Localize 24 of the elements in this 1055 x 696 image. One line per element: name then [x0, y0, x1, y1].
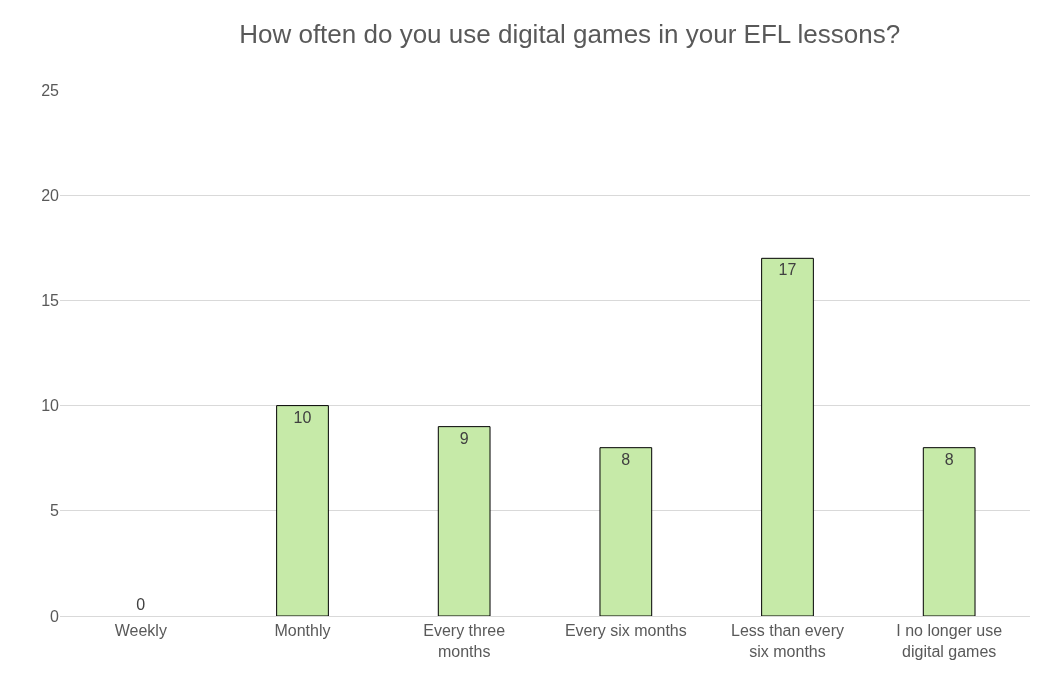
bar	[761, 257, 814, 616]
bar	[276, 405, 329, 616]
x-tick-label: Every six months	[564, 622, 687, 640]
data-label: 8	[944, 450, 954, 468]
data-label: 10	[293, 408, 312, 426]
x-tick-label: Every three months	[423, 622, 506, 660]
data-label: 8	[621, 450, 631, 468]
y-tick-label: 10	[41, 397, 60, 415]
x-tick-label: I no longer use digital games	[896, 622, 1003, 660]
x-tick-label: Monthly	[274, 622, 331, 640]
y-tick-label: 0	[50, 607, 60, 625]
y-tick-label: 25	[41, 81, 60, 99]
chart-title: How often do you use digital games in your EFL lessons?	[239, 18, 901, 49]
y-tick-label: 5	[50, 502, 60, 520]
data-label: 9	[459, 429, 469, 447]
y-tick-label: 20	[41, 186, 60, 204]
x-tick-label: Weekly	[114, 622, 167, 640]
x-tick-label: Less than every six months	[731, 622, 844, 660]
bar	[437, 426, 491, 616]
bar	[599, 447, 653, 616]
data-label: 17	[778, 261, 797, 279]
y-tick-label: 15	[41, 292, 60, 309]
data-label: 0	[136, 596, 146, 613]
bar	[922, 447, 976, 616]
